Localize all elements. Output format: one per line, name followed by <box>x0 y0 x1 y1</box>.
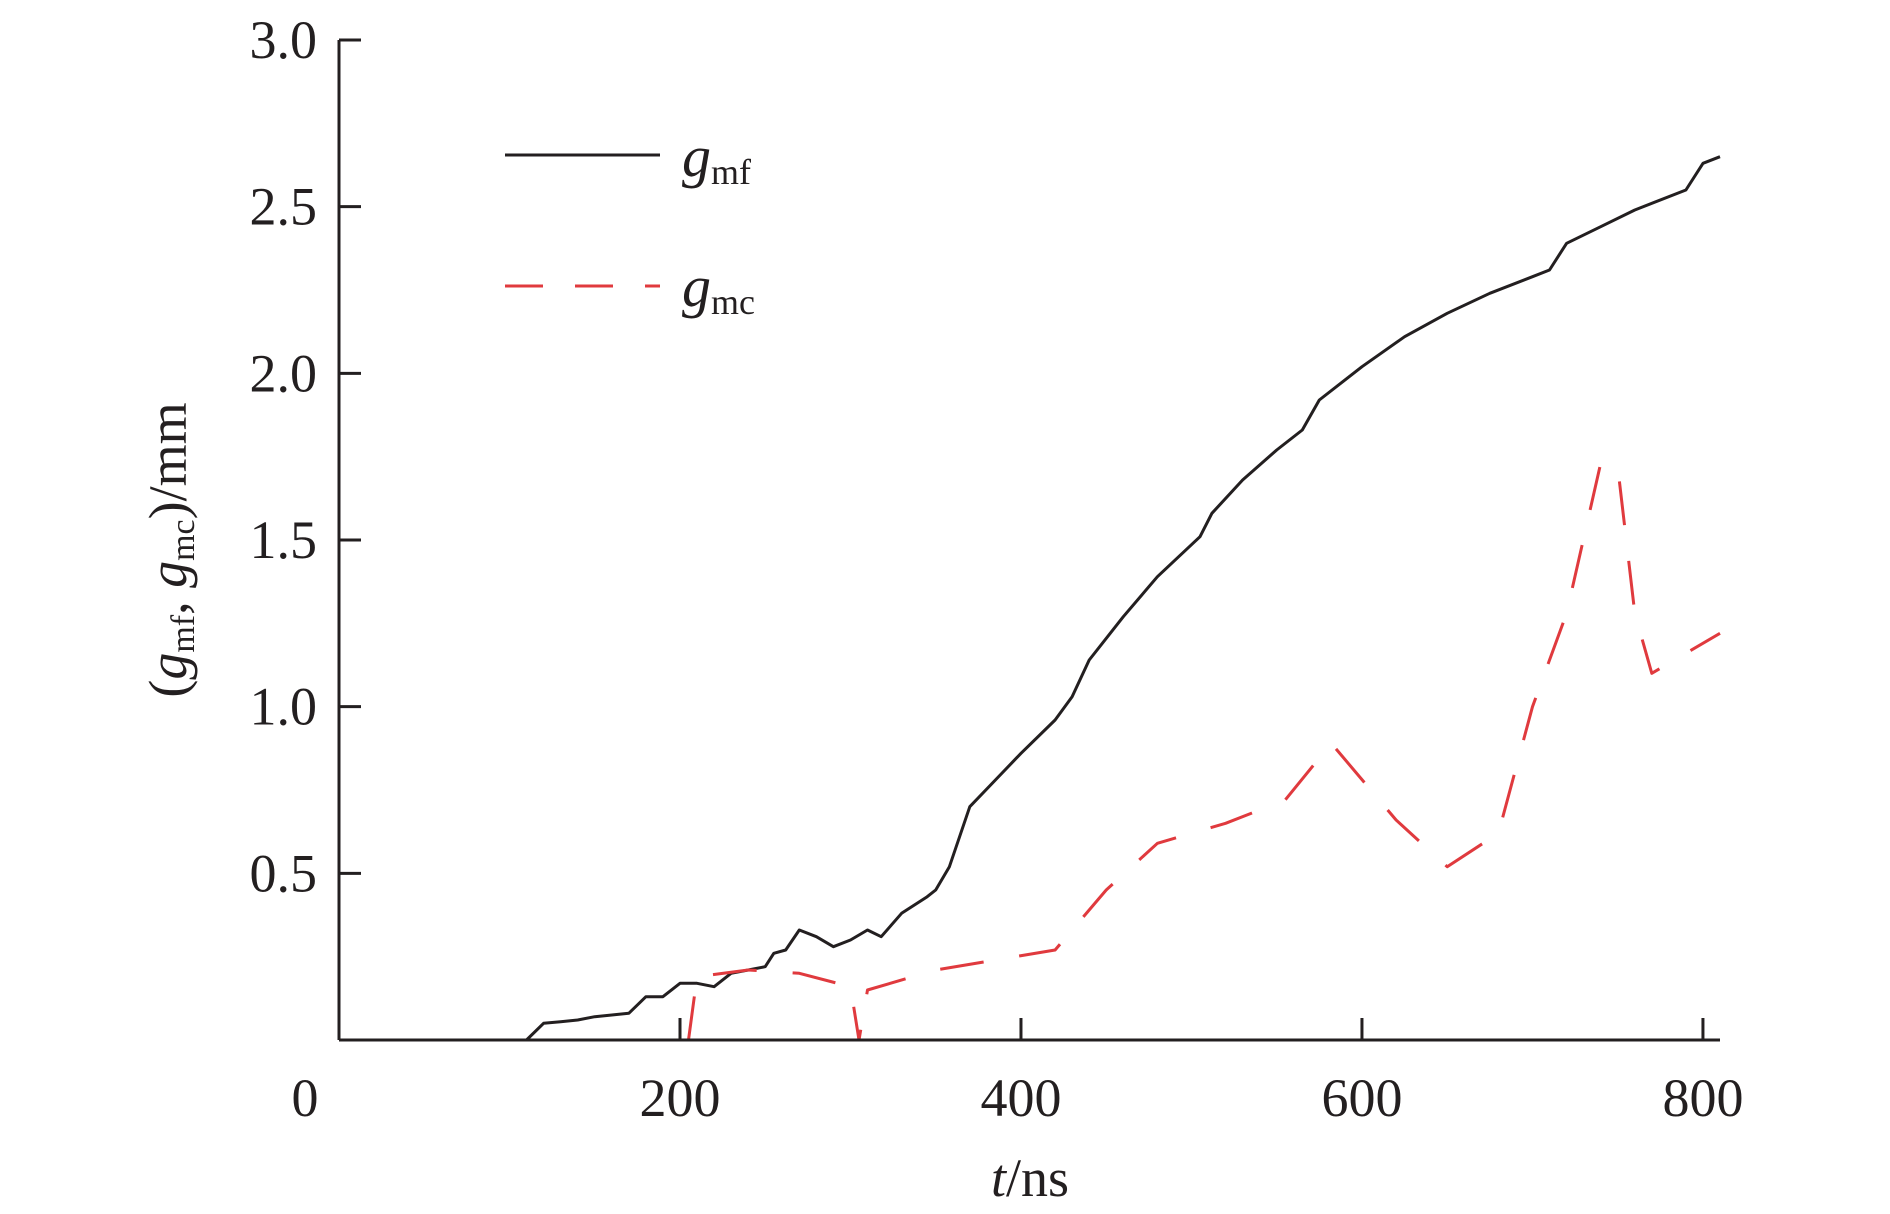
legend-label-gmf-sub: mf <box>711 152 751 192</box>
y-tick-label: 2.5 <box>250 177 318 237</box>
x-tick-label: 600 <box>1321 1068 1402 1128</box>
y-tick-label: 1.5 <box>250 510 318 570</box>
y-axis-label-g2: g <box>138 561 198 588</box>
legend-label-gmf-main: g <box>682 124 711 189</box>
x-axis-label: t/ns <box>991 1148 1069 1208</box>
legend-label-gmc-sub: mc <box>711 282 755 322</box>
x-tick-label: 0 <box>292 1068 319 1128</box>
legend-label-gmc: gmc <box>682 254 755 322</box>
x-tick-label: 400 <box>980 1068 1061 1128</box>
series-line-gmf <box>339 155 1721 1042</box>
y-axis-label: (gmf, gmc)/mm <box>138 402 202 697</box>
y-axis-label-g1: g <box>138 653 198 680</box>
legend-label-gmc-main: g <box>682 254 711 319</box>
y-axis-label-sub1: mf <box>165 614 202 652</box>
legend-label-gmf: gmf <box>682 124 751 192</box>
y-axis-label-close: )/mm <box>138 402 198 519</box>
legend: gmf gmc <box>505 124 755 322</box>
legend-item-gmf: gmf <box>505 124 751 192</box>
y-ticks: 0.5 1.0 1.5 2.0 2.5 3.0 <box>250 10 361 903</box>
x-tick-label: 800 <box>1662 1068 1743 1128</box>
x-axis-label-unit: /ns <box>1006 1148 1069 1208</box>
y-tick-label: 2.0 <box>250 343 318 403</box>
y-axis-label-sep: , <box>138 588 198 615</box>
y-tick-label: 0.5 <box>250 843 318 903</box>
series-layer <box>339 155 1721 1042</box>
y-axis-label-sub2: mc <box>165 519 202 561</box>
series-line-gmc <box>687 461 1721 1042</box>
x-tick-label: 200 <box>639 1068 720 1128</box>
x-ticks: 0 200 400 600 800 <box>292 1018 1743 1128</box>
legend-item-gmc: gmc <box>505 254 755 322</box>
y-tick-label: 3.0 <box>250 10 318 70</box>
x-axis-label-var: t <box>991 1148 1008 1208</box>
y-tick-label: 1.0 <box>250 677 318 737</box>
y-axis-label-open: ( <box>138 680 198 698</box>
plot-area: 0.5 1.0 1.5 2.0 2.5 3.0 0 200 400 600 800 <box>250 10 1744 1128</box>
